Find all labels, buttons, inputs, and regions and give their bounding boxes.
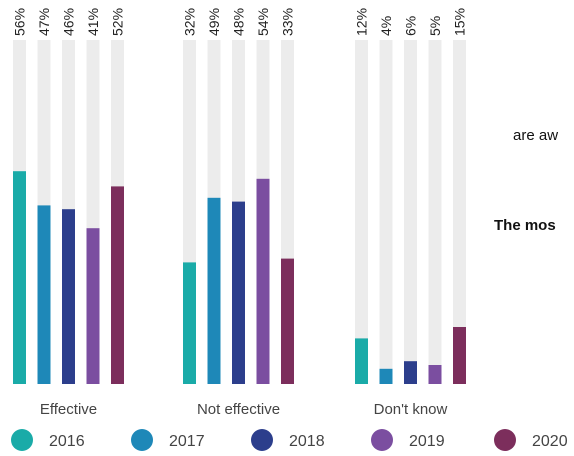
data-label: 4% xyxy=(378,16,394,36)
bar-track xyxy=(379,40,393,384)
legend-swatch-2018 xyxy=(251,429,273,451)
side-text-line-2: The mos xyxy=(494,217,556,234)
data-label: 56% xyxy=(12,8,28,36)
legend-label: 2020 xyxy=(532,433,568,450)
bar-track xyxy=(355,40,368,384)
category-label: Not effective xyxy=(197,401,280,418)
bar-2016-not-effective xyxy=(183,262,196,384)
data-label: 5% xyxy=(427,16,443,36)
data-label: 54% xyxy=(255,8,271,36)
bar-2016-don-t-know xyxy=(355,338,368,384)
bar-2020-not-effective xyxy=(281,258,294,384)
bar-2017-don-t-know xyxy=(379,368,393,384)
data-label: 33% xyxy=(280,8,296,36)
data-label: 46% xyxy=(61,8,77,36)
bar-2019-don-t-know xyxy=(428,365,442,384)
data-label: 12% xyxy=(354,8,370,36)
category-label: Effective xyxy=(40,401,97,418)
data-label: 32% xyxy=(182,8,198,36)
legend-swatch-2017 xyxy=(131,429,153,451)
legend-label: 2019 xyxy=(409,433,445,450)
bar-2016-effective xyxy=(13,171,26,384)
data-label: 48% xyxy=(231,8,247,36)
bar-track xyxy=(453,40,466,384)
bar-2018-not-effective xyxy=(232,201,245,384)
data-label: 6% xyxy=(403,16,419,36)
legend-swatch-2020 xyxy=(494,429,516,451)
legend-label: 2017 xyxy=(169,433,205,450)
bar-2020-don-t-know xyxy=(453,327,466,384)
data-label: 52% xyxy=(110,8,126,36)
data-label: 47% xyxy=(36,8,52,36)
side-text-line-1: are aw xyxy=(513,127,559,144)
bar-2017-effective xyxy=(37,205,51,384)
data-label: 15% xyxy=(452,8,468,36)
legend-swatch-2019 xyxy=(371,429,393,451)
bar-2017-not-effective xyxy=(207,197,221,384)
bar-2020-effective xyxy=(111,186,124,384)
legend-label: 2018 xyxy=(289,433,325,450)
legend-label: 2016 xyxy=(49,433,85,450)
bar-2018-don-t-know xyxy=(404,361,417,384)
category-label: Don't know xyxy=(374,401,448,418)
legend-swatch-2016 xyxy=(11,429,33,451)
bar-2019-effective xyxy=(86,228,100,384)
data-label: 49% xyxy=(206,8,222,36)
bar-2019-not-effective xyxy=(256,178,270,384)
bar-2018-effective xyxy=(62,209,75,384)
bar-track xyxy=(404,40,417,384)
data-label: 41% xyxy=(85,8,101,36)
bar-track xyxy=(428,40,442,384)
